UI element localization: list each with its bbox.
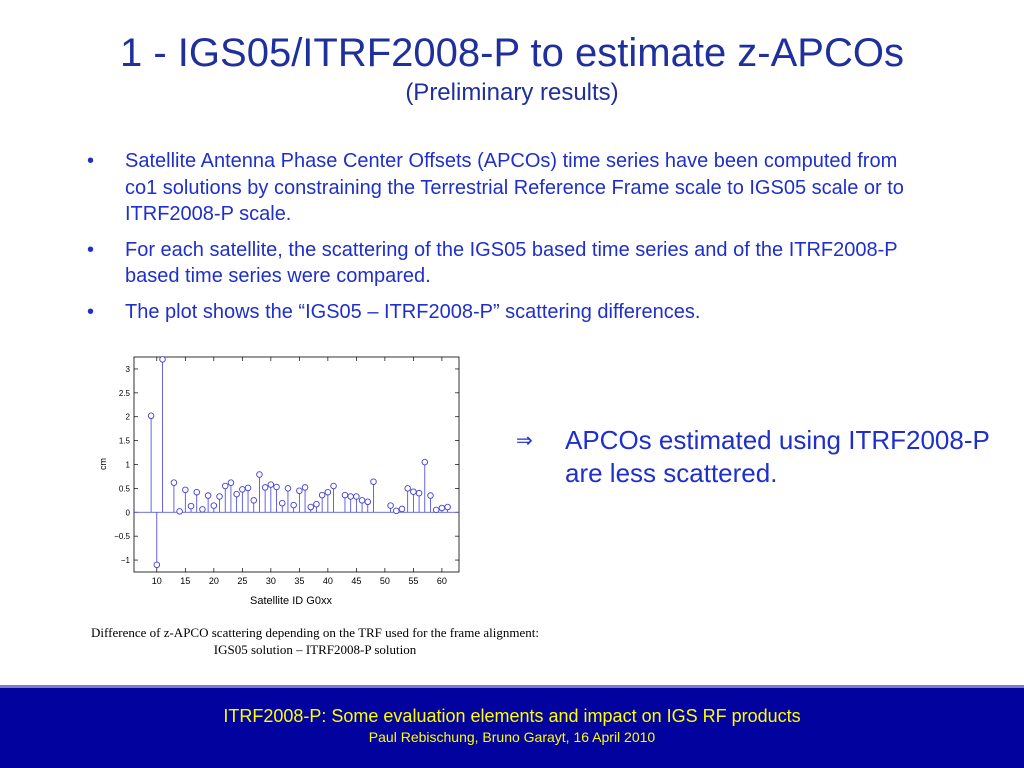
stem-point <box>427 492 434 499</box>
y-tick-label: −1 <box>121 556 131 565</box>
bullet-list: • Satellite Antenna Phase Center Offsets… <box>84 148 924 334</box>
stem-point <box>364 498 372 506</box>
x-tick-label: 35 <box>294 576 304 586</box>
stem-point <box>398 505 406 513</box>
stem-point <box>227 479 235 486</box>
stem-point <box>393 507 400 515</box>
data-stems <box>134 356 459 569</box>
stem-point <box>387 502 394 509</box>
stem-point <box>358 497 366 504</box>
y-tick-label: 1.5 <box>119 437 131 446</box>
stem-point <box>432 506 440 514</box>
stem-point <box>182 486 189 494</box>
stem-point <box>301 484 309 491</box>
stem-point <box>347 493 354 500</box>
stem-point <box>239 486 246 493</box>
stem-point <box>244 484 252 492</box>
stem-point <box>221 482 229 490</box>
footer-divider <box>0 685 1024 688</box>
stem-point <box>250 497 257 504</box>
bullet-text: For each satellite, the scattering of th… <box>125 238 898 288</box>
y-tick-label: −0.5 <box>114 532 130 541</box>
stem-point <box>438 504 446 512</box>
footer-subtitle: Paul Rebischung, Bruno Garayt, 16 April … <box>368 729 656 745</box>
bullet-marker: • <box>87 238 95 261</box>
footer-title: ITRF2008-P: Some evaluation elements and… <box>223 706 801 726</box>
stem-plot: 10 15 20 25 30 35 40 45 50 55 60 −1 −0.5 0 0.5 1 1.5 2 2.… <box>100 356 460 607</box>
stem-point <box>210 502 218 509</box>
stem-point <box>318 491 326 499</box>
y-tick-label: 3 <box>126 365 131 374</box>
stem-point <box>176 508 183 515</box>
stem-point <box>296 487 303 495</box>
stem-point <box>216 493 223 500</box>
stem-point <box>147 412 155 420</box>
conclusion-text: APCOs estimated using ITRF2008-P are les… <box>565 425 990 488</box>
y-axis-ticks: −1 −0.5 0 0.5 1 1.5 2 2.5 3 <box>114 365 459 565</box>
caption-line-1: Difference of z-APCO scattering dependin… <box>91 625 539 640</box>
x-tick-label: 15 <box>180 576 190 586</box>
stem-point <box>261 484 269 491</box>
stem-point <box>444 503 451 511</box>
stem-point <box>284 485 292 492</box>
stem-point <box>404 485 411 492</box>
x-tick-label: 50 <box>380 576 390 586</box>
bullet-text: The plot shows the “IGS05 – ITRF2008-P” … <box>125 300 701 323</box>
x-tick-label: 55 <box>408 576 418 586</box>
stem-point <box>267 481 275 488</box>
footer-bar: ITRF2008-P: Some evaluation elements and… <box>0 685 1024 768</box>
y-tick-label: 1 <box>126 461 131 470</box>
x-axis-ticks: 10 15 20 25 30 35 40 45 50 55 60 <box>152 357 447 586</box>
stem-point <box>153 561 161 569</box>
slide-subtitle: (Preliminary results) <box>405 79 619 106</box>
stem-point <box>313 500 320 508</box>
bullet-text: Satellite Antenna Phase Center Offsets (… <box>125 150 904 225</box>
stem-point <box>256 471 263 478</box>
y-tick-label: 0 <box>126 508 131 517</box>
implies-arrow-icon: ⇒ <box>516 430 533 452</box>
x-tick-label: 20 <box>209 576 219 586</box>
bullet-marker: • <box>87 150 95 172</box>
stem-point <box>307 503 315 511</box>
bullet-item: • The plot shows the “IGS05 – ITRF2008-P… <box>84 299 924 326</box>
stem-point <box>370 478 377 485</box>
x-tick-label: 45 <box>351 576 361 586</box>
stem-point <box>410 488 417 495</box>
stem-point <box>170 479 178 486</box>
caption-line-2: IGS05 solution – ITRF2008-P solution <box>213 642 417 657</box>
stem-point <box>330 482 337 490</box>
stem-point <box>193 488 200 496</box>
bullet-item: • Satellite Antenna Phase Center Offsets… <box>84 148 924 228</box>
x-tick-label: 60 <box>437 576 447 586</box>
stem-point <box>324 488 332 496</box>
stem-point <box>204 492 212 499</box>
stem-point <box>233 490 240 498</box>
stem-point <box>341 491 349 499</box>
bullet-marker: • <box>87 300 95 323</box>
y-axis-label: cm <box>100 458 108 470</box>
figure-caption: Difference of z-APCO scattering dependin… <box>20 624 610 658</box>
stem-point <box>159 356 166 363</box>
stem-point <box>415 489 423 497</box>
stem-point <box>290 501 297 509</box>
stem-point <box>278 499 286 507</box>
y-tick-label: 2 <box>126 413 131 422</box>
x-tick-label: 25 <box>237 576 247 586</box>
bullet-item: • For each satellite, the scattering of … <box>84 237 924 290</box>
stem-point <box>273 483 280 491</box>
stem-point <box>421 458 429 466</box>
stem-point <box>353 493 360 500</box>
stem-point <box>199 506 206 513</box>
slide-title: 1 - IGS05/ITRF2008-P to estimate z-APCOs <box>120 31 904 75</box>
x-tick-label: 10 <box>152 576 162 586</box>
y-tick-label: 2.5 <box>119 389 131 398</box>
x-axis-label: Satellite ID G0xx <box>250 595 332 607</box>
stem-point <box>187 502 195 510</box>
x-tick-label: 40 <box>323 576 333 586</box>
y-tick-label: 0.5 <box>119 484 131 493</box>
plot-frame <box>133 356 460 573</box>
x-tick-label: 30 <box>266 576 276 586</box>
